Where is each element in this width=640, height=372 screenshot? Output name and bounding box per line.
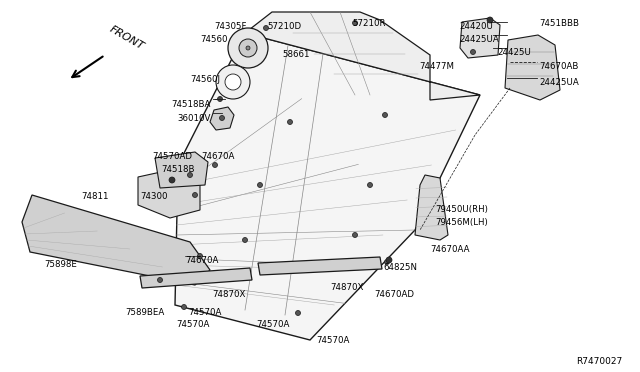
Text: 74518B: 74518B (161, 165, 195, 174)
Polygon shape (138, 170, 200, 218)
Circle shape (218, 96, 223, 102)
Polygon shape (175, 33, 480, 340)
Text: 24420U: 24420U (459, 22, 493, 31)
Text: 74811: 74811 (81, 192, 109, 201)
Polygon shape (155, 152, 208, 188)
Circle shape (246, 46, 250, 50)
Text: FRONT: FRONT (108, 24, 146, 52)
Circle shape (264, 26, 269, 31)
Circle shape (228, 28, 268, 68)
Circle shape (216, 65, 250, 99)
Polygon shape (22, 195, 210, 285)
Text: 36010V: 36010V (178, 114, 211, 123)
Text: 74560J: 74560J (190, 75, 220, 84)
Circle shape (367, 183, 372, 187)
Circle shape (353, 232, 358, 237)
Circle shape (383, 112, 387, 118)
Circle shape (182, 305, 186, 310)
Text: 74300: 74300 (140, 192, 168, 201)
Polygon shape (415, 175, 448, 240)
Circle shape (385, 260, 390, 264)
Text: 74870X: 74870X (330, 283, 364, 292)
Text: 74477M: 74477M (419, 62, 454, 71)
Text: 58661: 58661 (282, 50, 310, 59)
Text: 74570A: 74570A (188, 308, 221, 317)
Circle shape (239, 39, 257, 57)
Text: 74670A: 74670A (201, 152, 234, 161)
Text: 75898E: 75898E (44, 260, 77, 269)
Polygon shape (245, 12, 480, 100)
Text: 79456M(LH): 79456M(LH) (435, 218, 488, 227)
Text: 74560: 74560 (200, 35, 228, 44)
Circle shape (220, 115, 225, 121)
Circle shape (243, 237, 248, 243)
Text: 64825N: 64825N (383, 263, 417, 272)
Circle shape (470, 49, 476, 55)
Circle shape (157, 278, 163, 282)
Text: 74570AD: 74570AD (152, 152, 192, 161)
Text: 74670A: 74670A (185, 256, 218, 265)
Polygon shape (258, 257, 382, 275)
Circle shape (296, 311, 301, 315)
Text: 74570A: 74570A (176, 320, 209, 329)
Circle shape (287, 119, 292, 125)
Text: 74570A: 74570A (316, 336, 349, 345)
Text: 74518BA: 74518BA (172, 100, 211, 109)
Circle shape (386, 257, 392, 263)
Circle shape (212, 163, 218, 167)
Polygon shape (140, 268, 252, 288)
Text: 74305F: 74305F (214, 22, 247, 31)
Text: R7470027: R7470027 (576, 357, 622, 366)
Text: 57210R: 57210R (352, 19, 385, 28)
Text: 7589BEA: 7589BEA (125, 308, 164, 317)
Polygon shape (460, 18, 500, 58)
Text: 74570A: 74570A (256, 320, 289, 329)
Text: 79450U(RH): 79450U(RH) (435, 205, 488, 214)
Text: 74670AA: 74670AA (430, 245, 470, 254)
Text: 24425UA: 24425UA (539, 78, 579, 87)
Circle shape (487, 17, 493, 23)
Circle shape (169, 177, 175, 183)
Text: 74870X: 74870X (212, 290, 246, 299)
Circle shape (198, 253, 202, 259)
Text: 74670AB: 74670AB (539, 62, 579, 71)
Polygon shape (505, 35, 560, 100)
Circle shape (188, 173, 193, 177)
Text: 57210D: 57210D (267, 22, 301, 31)
Circle shape (257, 183, 262, 187)
Polygon shape (210, 107, 234, 130)
Text: 24425UA: 24425UA (459, 35, 499, 44)
Circle shape (353, 20, 358, 26)
Text: 24425U: 24425U (497, 48, 531, 57)
Circle shape (225, 74, 241, 90)
Text: 74670AD: 74670AD (374, 290, 414, 299)
Circle shape (193, 192, 198, 198)
Text: 7451BBB: 7451BBB (539, 19, 579, 28)
